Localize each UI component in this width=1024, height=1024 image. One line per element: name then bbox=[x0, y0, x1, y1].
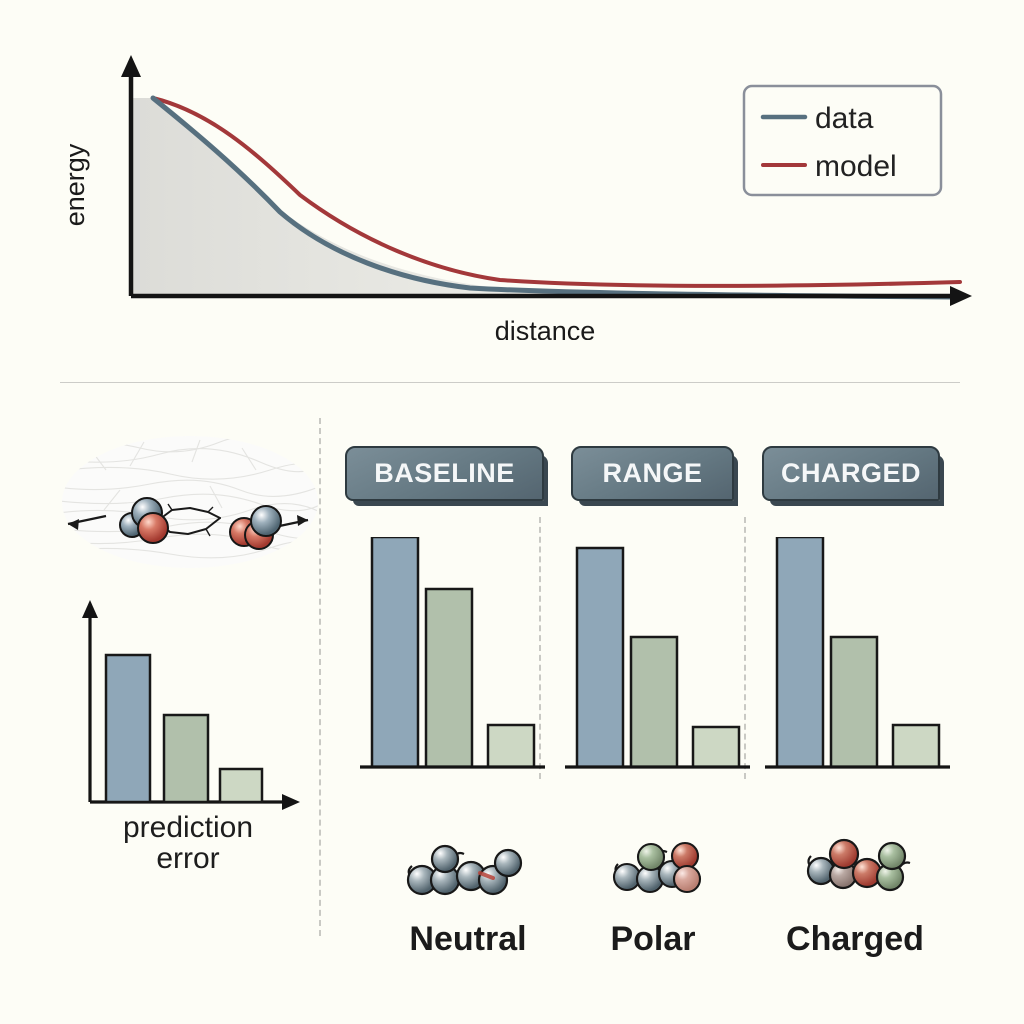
svg-text:prediction: prediction bbox=[123, 811, 253, 844]
svg-text:distance: distance bbox=[495, 316, 596, 340]
svg-text:model: model bbox=[815, 150, 897, 183]
svg-text:Neutral: Neutral bbox=[409, 920, 526, 958]
svg-text:error: error bbox=[156, 842, 219, 875]
svg-text:data: data bbox=[815, 102, 874, 135]
svg-text:Charged: Charged bbox=[786, 920, 924, 958]
svg-text:Polar: Polar bbox=[610, 920, 695, 958]
